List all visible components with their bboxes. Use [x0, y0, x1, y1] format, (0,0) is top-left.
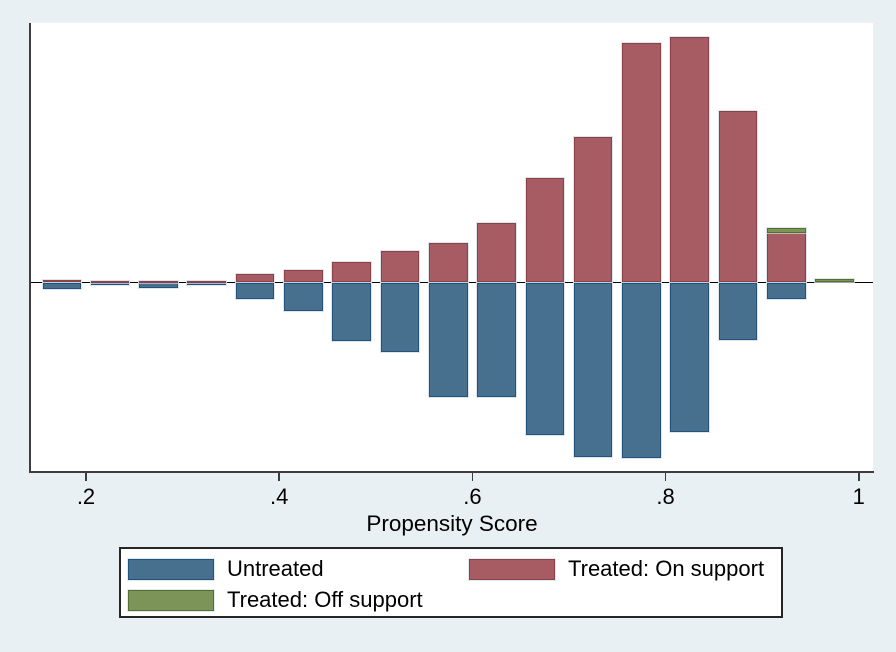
bar-untreated-0.275 [139, 282, 178, 288]
plot-area [31, 23, 873, 471]
bar-treated-on-support-0.625 [477, 222, 516, 283]
x-tick-mark [664, 473, 667, 481]
y-axis-line [29, 23, 32, 473]
bar-treated-on-support-0.925 [767, 233, 806, 283]
x-tick-label: .4 [270, 484, 289, 509]
x-axis-line [29, 471, 874, 474]
bar-treated-on-support-0.525 [380, 250, 420, 283]
bar-untreated-0.525 [380, 282, 420, 353]
legend-label: Treated: On support [568, 556, 765, 581]
legend-swatch [128, 558, 214, 580]
legend-item-treated-on-support: Treated: On support [469, 558, 781, 580]
x-tick-mark [85, 473, 87, 481]
x-tick-mark [278, 473, 281, 481]
bar-untreated-0.625 [477, 282, 516, 397]
legend-swatch [128, 589, 214, 611]
bar-untreated-0.575 [428, 282, 468, 397]
bar-treated-on-support-0.425 [284, 270, 323, 283]
legend-swatch [469, 558, 555, 580]
bar-untreated-0.175 [42, 282, 82, 290]
bar-treated-on-support-0.825 [670, 37, 710, 283]
bar-untreated-0.425 [284, 282, 323, 311]
x-tick-label: .6 [463, 484, 482, 509]
x-tick-label: .2 [76, 484, 96, 509]
bar-treated-off-support-0.975 [815, 278, 854, 283]
bar-untreated-0.675 [525, 282, 565, 435]
bar-untreated-0.925 [767, 282, 806, 299]
bar-treated-on-support-0.725 [573, 136, 613, 283]
x-tick-mark [857, 473, 860, 481]
bar-untreated-0.775 [622, 282, 661, 459]
zero-baseline [31, 281, 873, 284]
bar-treated-on-support-0.775 [622, 42, 661, 283]
bar-treated-on-support-0.375 [235, 274, 275, 283]
legend-label: Untreated [227, 556, 324, 581]
bar-untreated-0.325 [187, 282, 227, 285]
bar-treated-on-support-0.875 [718, 110, 758, 283]
legend-label: Treated: Off support [227, 587, 423, 612]
bar-untreated-0.875 [718, 282, 758, 340]
bar-untreated-0.725 [573, 282, 613, 458]
x-tick-mark [471, 473, 474, 481]
x-axis-title: Propensity Score [366, 511, 538, 536]
bar-treated-off-support-0.925 [767, 227, 806, 234]
bar-treated-on-support-0.575 [428, 242, 468, 283]
bar-treated-on-support-0.175 [42, 279, 82, 283]
bar-treated-on-support-0.475 [332, 262, 371, 283]
legend-item-untreated: Untreated [128, 558, 469, 580]
bar-treated-on-support-0.275 [139, 280, 178, 283]
x-tick-label: 1 [852, 484, 865, 509]
bar-untreated-0.225 [90, 282, 130, 286]
legend: Untreated Treated: On support Treated: Off… [119, 547, 783, 618]
bar-untreated-0.825 [670, 282, 710, 433]
bar-treated-on-support-0.225 [90, 280, 130, 283]
bar-treated-on-support-0.325 [187, 280, 227, 283]
legend-item-treated-off-support: Treated: Off support [128, 589, 469, 611]
bar-untreated-0.475 [332, 282, 371, 341]
x-tick-label: .8 [656, 484, 675, 509]
bar-treated-on-support-0.675 [525, 177, 565, 283]
bar-untreated-0.375 [235, 282, 275, 300]
